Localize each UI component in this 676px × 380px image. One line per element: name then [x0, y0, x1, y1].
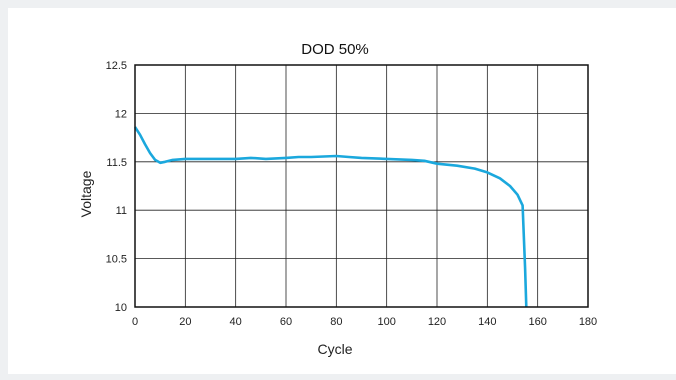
y-tick-label: 12.5: [106, 60, 127, 72]
y-axis-label: Voltage: [78, 170, 94, 217]
x-tick-label: 140: [478, 316, 496, 328]
plot-frame: [134, 64, 589, 308]
y-tick-labels: 10 10.5 11 11.5 12 12.5: [106, 60, 127, 314]
x-tick-label: 100: [377, 316, 395, 328]
x-tick-label: 40: [230, 316, 242, 328]
x-tick-label: 120: [428, 316, 446, 328]
x-tick-label: 20: [179, 316, 191, 328]
y-tick-label: 10: [115, 302, 127, 314]
x-tick-label: 180: [579, 316, 597, 328]
x-tick-label: 80: [330, 316, 342, 328]
x-tick-labels: 0 20 40 60 80 100 120 140 160 180: [132, 316, 597, 328]
chart-card: DOD 50% 0 20 40 60 80 100 120 140 160 180 10 10.5 1…: [8, 8, 676, 374]
y-tick-label: 10.5: [106, 254, 127, 266]
x-tick-label: 160: [528, 316, 546, 328]
series-group: [133, 126, 528, 308]
series-line: [133, 126, 528, 308]
y-tick-label: 11: [116, 205, 127, 217]
y-tick-label: 12: [115, 108, 127, 120]
grid-lines: [134, 64, 589, 308]
y-tick-label: 11.5: [106, 157, 127, 169]
x-tick-label: 60: [280, 316, 292, 328]
x-axis-label: Cycle: [317, 341, 352, 357]
x-tick-label: 0: [132, 316, 138, 328]
voltage-chart: DOD 50% 0 20 40 60 80 100 120 140 160 180 1010.51…: [78, 41, 597, 357]
chart-title: DOD 50%: [301, 41, 369, 58]
